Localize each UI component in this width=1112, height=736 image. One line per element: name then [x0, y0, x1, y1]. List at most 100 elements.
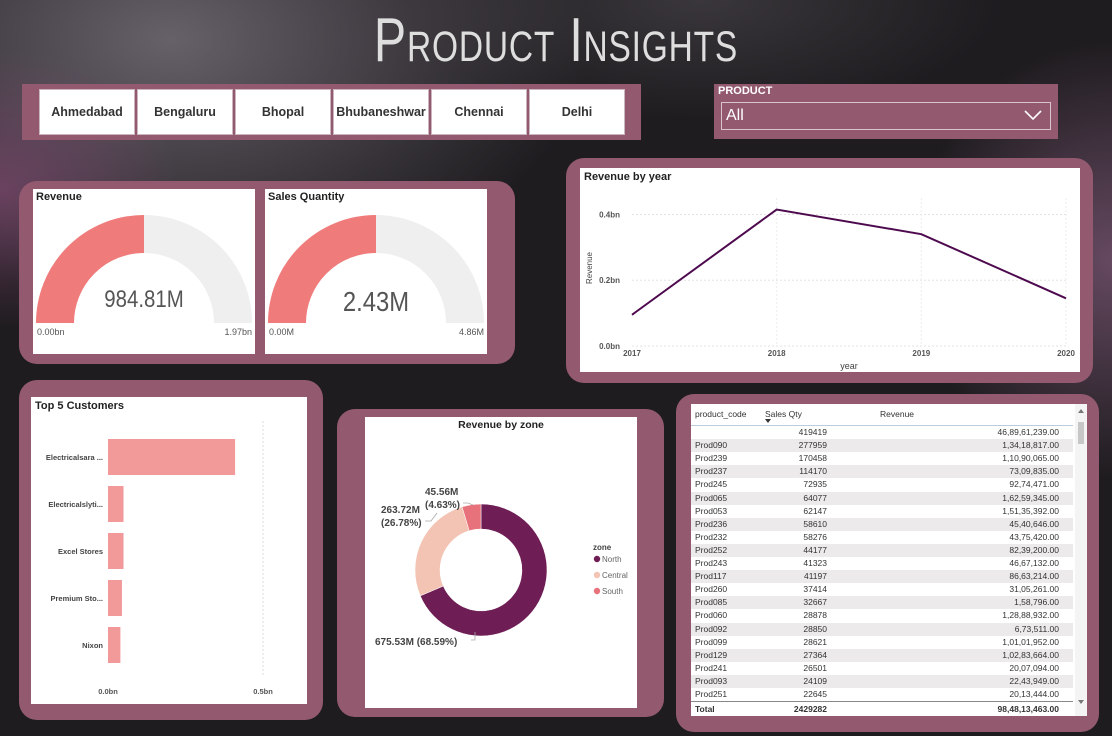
table-row[interactable]: Prod065 64077 1,62,59,345.00 [691, 491, 1073, 505]
cell-sales-qty: 44177 [803, 544, 827, 555]
cell-sales-qty: 64077 [803, 492, 827, 503]
customer-bar[interactable] [108, 627, 121, 663]
cell-revenue: 1,62,59,345.00 [1002, 492, 1059, 503]
revenue-gauge-value: 984.81M [104, 286, 184, 313]
revenue-gauge [36, 215, 252, 324]
revenue-gauge-max: 1.97bn [224, 327, 252, 337]
product-dropdown[interactable]: All [721, 102, 1051, 130]
south-data-label-value: 45.56M [425, 487, 458, 498]
table-row[interactable]: Prod252 44177 82,39,200.00 [691, 543, 1073, 557]
sales-qty-gauge-max: 4.86M [458, 327, 484, 337]
customer-bar[interactable] [108, 486, 124, 522]
city-slicer: Ahmedabad Bengaluru Bhopal Bhubaneshwar … [22, 84, 641, 140]
scroll-down-icon[interactable] [1078, 700, 1084, 704]
legend-item-central[interactable]: Central [602, 571, 628, 580]
scroll-up-icon[interactable] [1078, 409, 1084, 413]
cell-revenue: 43,75,420.00 [1009, 531, 1059, 542]
table-row[interactable]: Prod053 62147 1,51,35,392.00 [691, 505, 1073, 518]
sales-qty-gauge-visual: Sales Quantity 2.43M 0.00M 4.86M [265, 189, 487, 354]
cell-revenue: 73,09,835.00 [1009, 466, 1059, 477]
y-tick-label: 0.2bn [599, 276, 620, 285]
zone-slice-south[interactable] [461, 503, 482, 532]
top-customers-visual: Top 5 Customers Electricalsara ... Electr… [31, 397, 307, 704]
total-revenue: 98,48,13,463.00 [997, 704, 1059, 714]
product-dropdown-value: All [726, 107, 744, 124]
table-row[interactable]: 419419 46,89,61,239.00 [691, 426, 1073, 439]
city-button-bhubaneshwar[interactable]: Bhubaneshwar [333, 89, 429, 135]
sales-qty-gauge [268, 215, 484, 324]
city-button-bengaluru[interactable]: Bengaluru [137, 89, 233, 135]
sales-qty-gauge-value: 2.43M [342, 286, 410, 317]
table-row[interactable]: Prod093 24109 22,43,949.00 [691, 674, 1073, 688]
cell-sales-qty: 58610 [803, 518, 827, 529]
leader-line [425, 512, 438, 522]
table-row[interactable]: Prod243 41323 46,67,132.00 [691, 557, 1073, 570]
x-tick-label: 2018 [768, 349, 786, 358]
cell-sales-qty: 24109 [803, 675, 827, 686]
cell-product-code: Prod099 [695, 636, 728, 647]
table-row[interactable]: Prod260 37414 31,05,261.00 [691, 583, 1073, 596]
cell-sales-qty: 62147 [803, 505, 827, 516]
sales-qty-gauge-title: Sales Quantity [268, 191, 345, 203]
x-tick-label: 0.5bn [253, 687, 273, 696]
leader-line [463, 502, 474, 506]
table-row[interactable]: Prod117 41197 86,63,214.00 [691, 570, 1073, 584]
table-row[interactable]: Prod090 277959 1,34,18,817.00 [691, 439, 1073, 453]
header-revenue[interactable]: Revenue [880, 409, 915, 419]
gauge-fill [268, 215, 377, 324]
central-data-label-value: 263.72M [381, 505, 420, 516]
city-button-ahmedabad[interactable]: Ahmedabad [39, 89, 135, 135]
cell-sales-qty: 32667 [803, 597, 827, 608]
cell-revenue: 1,01,01,952.00 [1002, 636, 1059, 647]
south-data-label-pct: (4.63%) [425, 500, 460, 511]
table-row[interactable]: Prod129 27364 1,02,83,664.00 [691, 648, 1073, 662]
chevron-down-icon [1024, 110, 1042, 121]
cell-revenue: 1,02,83,664.00 [1002, 649, 1059, 660]
customer-bar[interactable] [108, 439, 236, 475]
table-row[interactable]: Prod099 28621 1,01,01,952.00 [691, 636, 1073, 649]
legend-item-south[interactable]: South [602, 587, 623, 596]
table-header: product_code Sales Qty Revenue [691, 404, 1073, 426]
table-row[interactable]: Prod241 26501 20,07,094.00 [691, 662, 1073, 675]
zone-slice-north[interactable] [419, 503, 548, 637]
city-button-bhopal[interactable]: Bhopal [235, 89, 331, 135]
table-row[interactable]: Prod236 58610 45,40,646.00 [691, 517, 1073, 531]
x-tick-label: 2019 [912, 349, 930, 358]
table-row[interactable]: Prod085 32667 1,58,796.00 [691, 596, 1073, 610]
header-product-code[interactable]: product_code [695, 409, 747, 419]
cell-sales-qty: 27364 [803, 649, 827, 660]
table-row[interactable]: Prod237 114170 73,09,835.00 [691, 465, 1073, 479]
table-row[interactable]: Prod092 28850 6,73,511.00 [691, 622, 1073, 636]
customer-bar[interactable] [108, 580, 122, 616]
scrollbar-thumb[interactable] [1078, 422, 1084, 444]
cell-revenue: 82,39,200.00 [1009, 544, 1059, 555]
table-row[interactable]: Prod245 72935 92,74,471.00 [691, 478, 1073, 491]
product-filter: PRODUCT All [714, 84, 1058, 139]
cell-revenue: 22,43,949.00 [1009, 675, 1059, 686]
zone-slice-central[interactable] [414, 506, 470, 597]
top-customers-chart: Electricalsara ... Electricalslyti... Exce… [46, 421, 273, 696]
header-sales-qty[interactable]: Sales Qty [765, 409, 802, 419]
table-row[interactable]: Prod232 58276 43,75,420.00 [691, 531, 1073, 544]
cell-sales-qty: 26501 [803, 662, 827, 673]
cell-product-code: Prod245 [695, 479, 728, 490]
legend-item-north[interactable]: North [602, 555, 622, 564]
table-row[interactable]: Prod060 28878 1,28,88,932.00 [691, 609, 1073, 622]
table-row[interactable]: Prod239 170458 1,10,90,065.00 [691, 452, 1073, 465]
cell-revenue: 92,74,471.00 [1009, 479, 1059, 490]
cell-revenue: 86,63,214.00 [1009, 571, 1059, 582]
cell-revenue: 1,10,90,065.00 [1002, 453, 1059, 464]
revenue-by-zone-title: Revenue by zone [458, 419, 544, 431]
table-scrollbar[interactable] [1075, 404, 1087, 716]
customer-label: Premium Sto... [50, 594, 103, 603]
revenue-line[interactable] [631, 208, 1067, 316]
city-button-delhi[interactable]: Delhi [529, 89, 625, 135]
cell-product-code: Prod060 [695, 610, 728, 621]
customer-bar[interactable] [108, 533, 124, 569]
total-sales-qty: 2429282 [793, 704, 827, 714]
city-button-chennai[interactable]: Chennai [431, 89, 527, 135]
cell-revenue: 20,13,444.00 [1009, 689, 1059, 699]
cell-product-code: Prod236 [695, 518, 728, 529]
cell-sales-qty: 114170 [799, 466, 827, 477]
table-row[interactable]: Prod251 22645 20,13,444.00 [691, 688, 1073, 701]
